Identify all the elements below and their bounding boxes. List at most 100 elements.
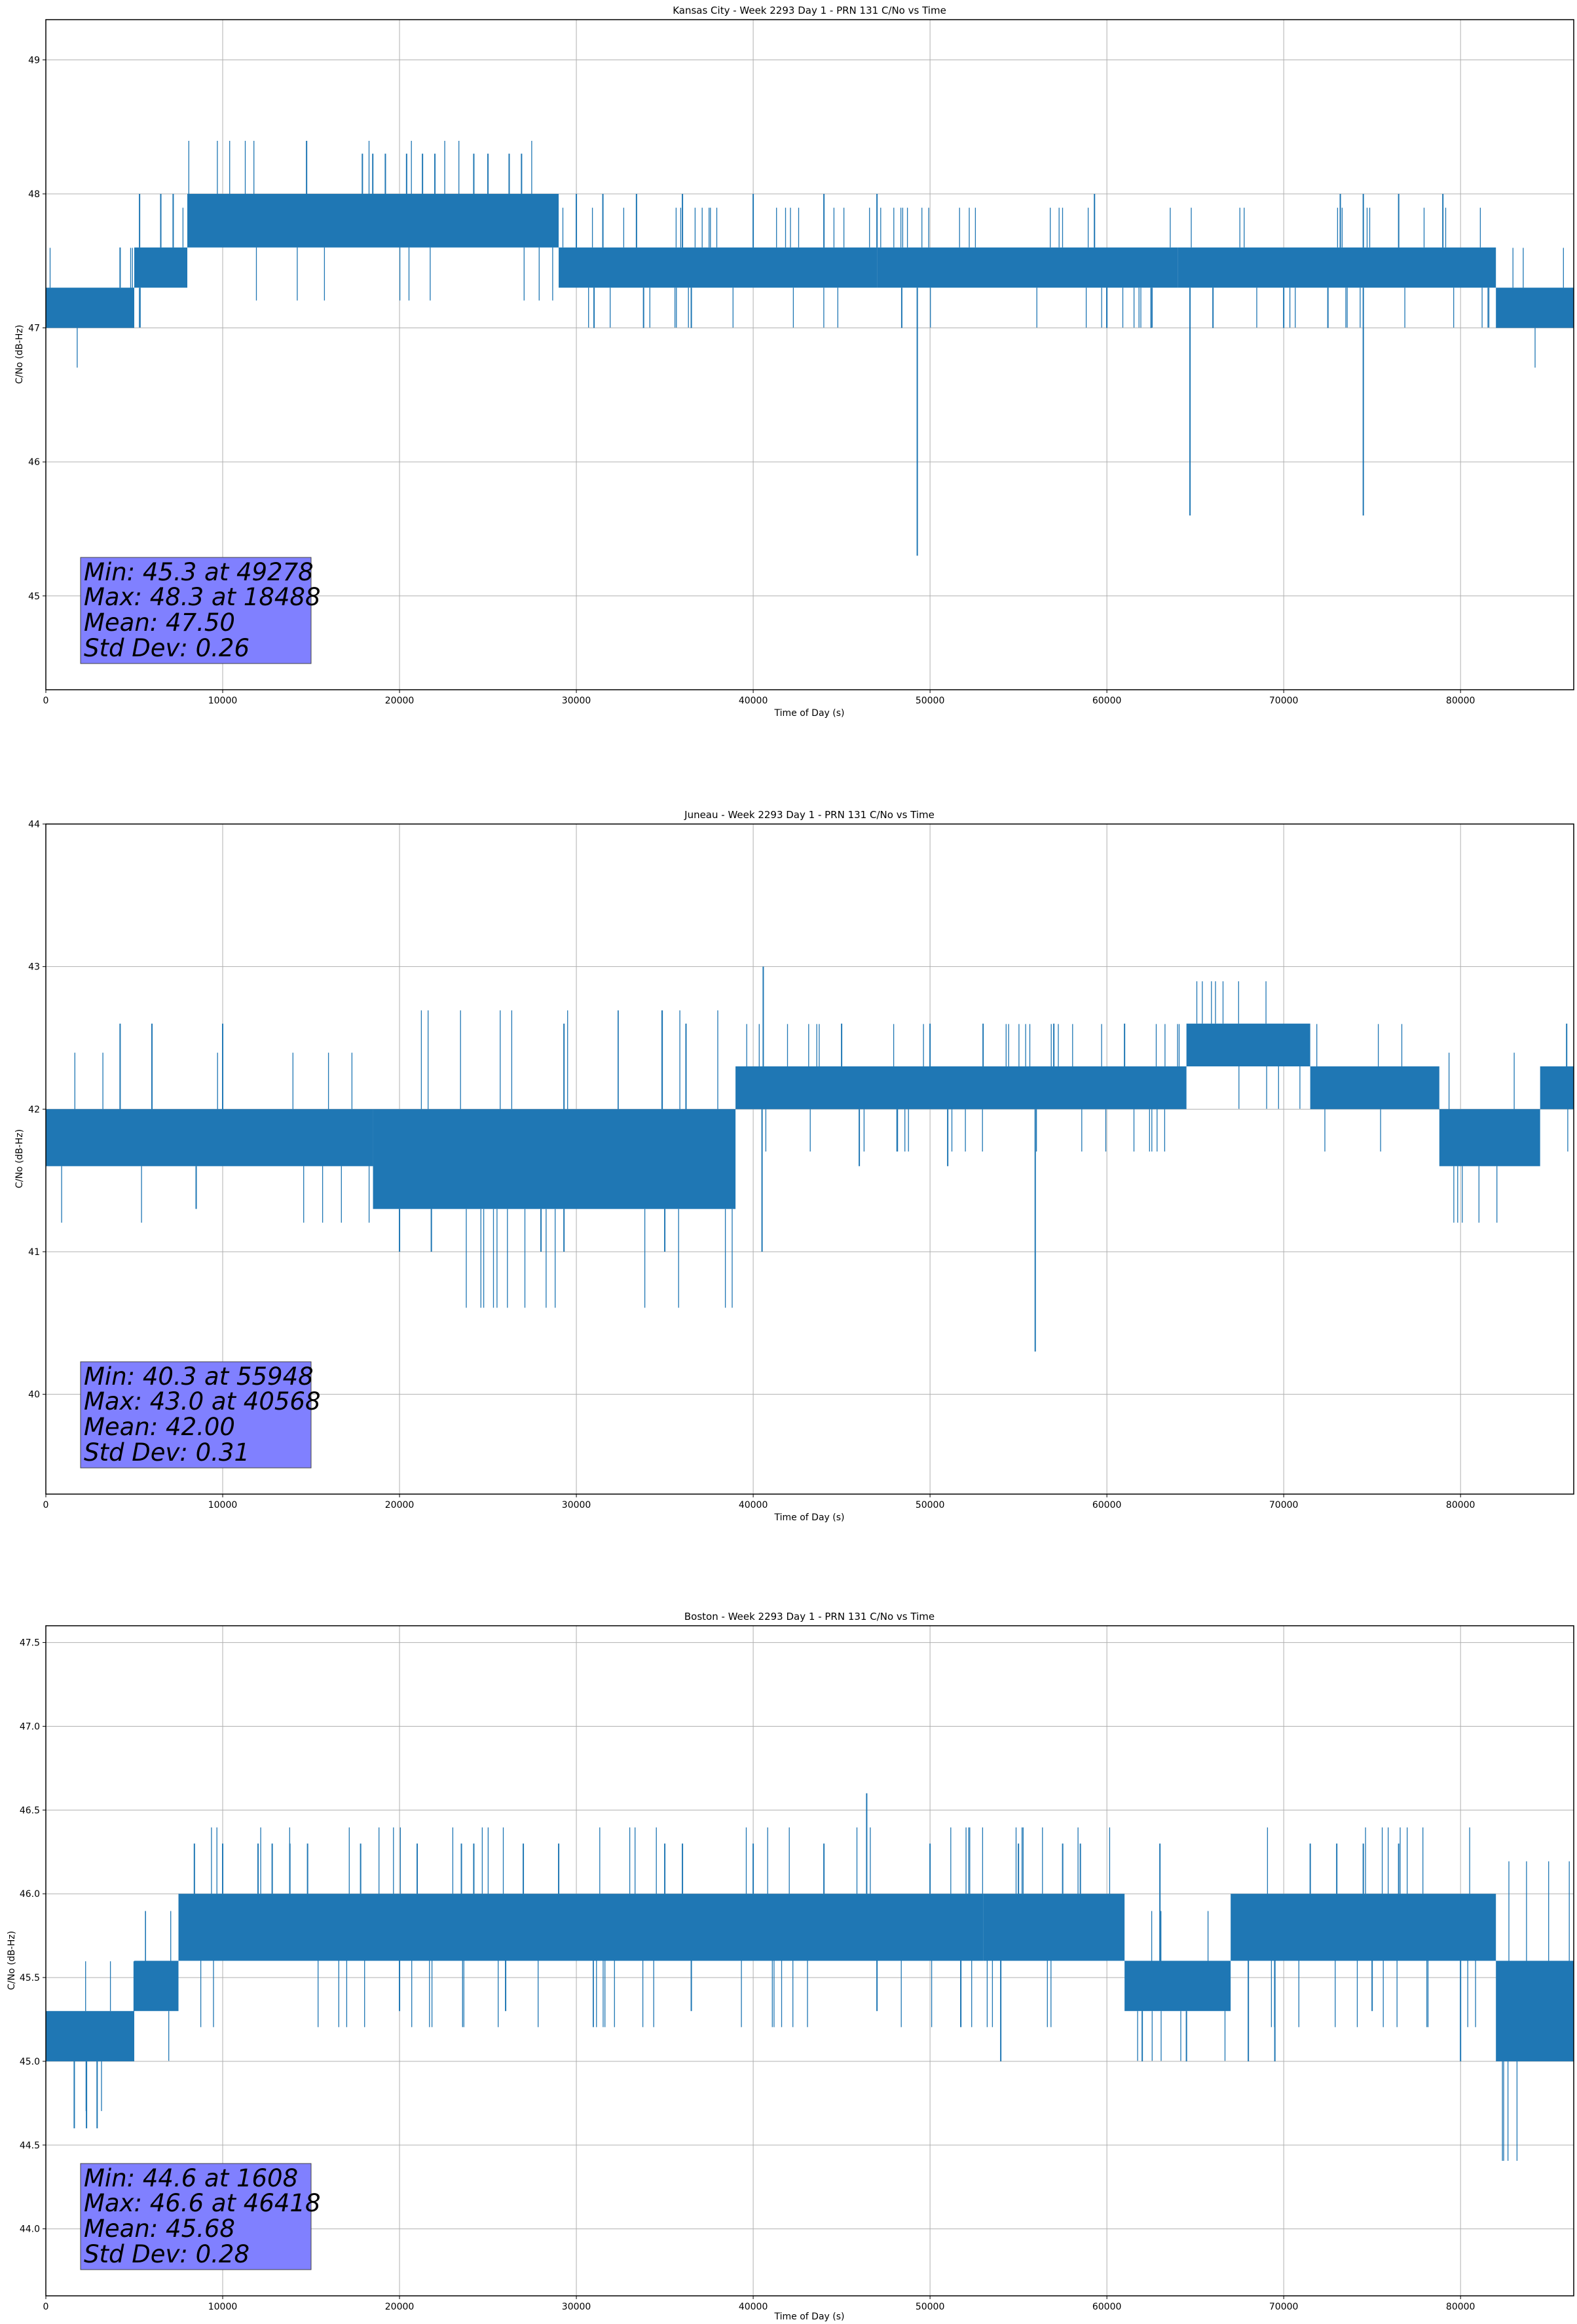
chart-title: Juneau - Week 2293 Day 1 - PRN 131 C/No … (684, 809, 935, 821)
x-tick-label: 70000 (1269, 696, 1299, 706)
cno-band (983, 1894, 1125, 1961)
cno-band (735, 1066, 1187, 1110)
y-tick-label: 47 (28, 324, 40, 334)
x-tick-label: 30000 (562, 2302, 591, 2312)
y-tick-label: 43 (28, 962, 40, 973)
stats-box: Min: 44.6 at 1608 Max: 46.6 at 46418 Mea… (80, 2163, 321, 2270)
cno-excursions (420, 1010, 733, 1308)
stats-box: Min: 45.3 at 49278 Max: 48.3 at 18488 Me… (80, 557, 321, 664)
x-tick-label: 20000 (385, 1500, 415, 1510)
y-tick-label: 41 (28, 1247, 40, 1258)
cno-excursions (61, 1053, 370, 1223)
y-tick-label: 42 (28, 1104, 40, 1115)
cno-band (134, 1960, 179, 2012)
cno-band (373, 1109, 736, 1209)
x-tick-label: 10000 (208, 1500, 238, 1510)
y-tick-label: 44.0 (20, 2224, 40, 2235)
y-tick-label: 44.5 (20, 2141, 40, 2151)
y-tick-label: 47.0 (20, 1721, 40, 1732)
x-tick-label: 0 (43, 1500, 49, 1510)
y-tick-label: 44 (28, 819, 40, 830)
cno-excursions (746, 1024, 1180, 1152)
cno-band (187, 193, 559, 248)
y-axis-label: C/No (dB-Hz) (14, 325, 25, 384)
stats-mean: Mean: 45.68 (84, 2215, 235, 2243)
stats-max: Max: 48.3 at 18488 (84, 583, 321, 611)
cno-band (1124, 1960, 1231, 2012)
cno-excursions (139, 208, 184, 328)
cno-band (1178, 247, 1496, 288)
plot-frame (45, 1625, 1574, 2296)
stats-box-background (80, 2163, 312, 2270)
x-tick-label: 60000 (1092, 1500, 1122, 1510)
x-tick-label: 80000 (1446, 696, 1475, 706)
y-tick-label: 48 (28, 189, 40, 200)
chart-panel-kansas-city: 0 10000 20000 30000 40000 50000 60000 70000 8000… (14, 5, 1574, 719)
chart-panel-juneau: 0 10000 20000 30000 40000 50000 60000 70000 8000… (14, 809, 1574, 1523)
x-tick-label: 70000 (1269, 2302, 1299, 2312)
cno-band (178, 1894, 984, 1961)
cno-excursions (1512, 248, 1564, 368)
stats-mean: Mean: 42.00 (84, 1413, 235, 1441)
x-tick-label: 60000 (1092, 696, 1122, 706)
x-tick-label: 10000 (208, 696, 238, 706)
cno-excursions (986, 1827, 1111, 2027)
cno-band (877, 247, 1178, 288)
cno-excursions (562, 208, 870, 328)
x-tick-label: 40000 (739, 1500, 768, 1510)
x-tick-label: 40000 (739, 696, 768, 706)
x-tick-label: 10000 (208, 2302, 238, 2312)
x-tick-label: 80000 (1446, 2302, 1475, 2312)
stats-box-background (80, 557, 312, 664)
stats-std-dev: Std Dev: 0.28 (84, 2240, 250, 2268)
x-tick-label: 60000 (1092, 2302, 1122, 2312)
y-tick-label: 47.5 (20, 1638, 40, 1649)
cno-excursions (200, 1827, 984, 2027)
chart-title: Kansas City - Week 2293 Day 1 - PRN 131 … (673, 5, 946, 16)
cno-excursions (49, 248, 133, 368)
y-tick-label: 45 (28, 591, 40, 602)
stats-mean: Mean: 47.50 (84, 609, 235, 637)
x-tick-label: 70000 (1269, 1500, 1299, 1510)
x-axis-label: Time of Day (s) (774, 1512, 845, 1523)
y-tick-label: 46.5 (20, 1805, 40, 1816)
y-tick-label: 46 (28, 457, 40, 468)
stats-box-background (80, 1361, 312, 1469)
x-tick-label: 80000 (1446, 1500, 1475, 1510)
plot-frame (45, 823, 1574, 1495)
cno-band (46, 1109, 373, 1167)
cno-band (1231, 1894, 1496, 1961)
cno-excursions (1448, 1053, 1515, 1223)
stats-min: Min: 44.6 at 1608 (84, 2164, 298, 2192)
x-tick-label: 30000 (562, 696, 591, 706)
plot-frame (45, 19, 1574, 690)
x-tick-label: 50000 (916, 2302, 945, 2312)
x-tick-label: 20000 (385, 2302, 415, 2312)
stats-min: Min: 40.3 at 55948 (84, 1362, 314, 1391)
cno-band (46, 288, 135, 328)
cno-band (1540, 1066, 1574, 1110)
cno-band (1310, 1066, 1439, 1110)
stats-std-dev: Std Dev: 0.26 (84, 634, 250, 662)
x-tick-label: 40000 (739, 2302, 768, 2312)
x-axis-label: Time of Day (s) (774, 2312, 845, 2322)
cno-excursions (145, 1911, 172, 2061)
cno-band (1439, 1109, 1540, 1167)
cno-excursions (188, 141, 553, 301)
x-tick-label: 30000 (562, 1500, 591, 1510)
cno-band (559, 247, 878, 288)
x-tick-label: 20000 (385, 696, 415, 706)
cno-excursions (1196, 981, 1301, 1109)
x-tick-label: 0 (43, 696, 49, 706)
stats-max: Max: 43.0 at 40568 (84, 1387, 321, 1415)
cno-band (134, 247, 188, 288)
stats-std-dev: Std Dev: 0.31 (84, 1438, 250, 1467)
cno-band (46, 2011, 135, 2061)
stats-max: Max: 46.6 at 46418 (84, 2189, 321, 2217)
y-axis-label: C/No (dB-Hz) (14, 1129, 25, 1188)
cno-excursions (1191, 208, 1490, 328)
cno-band (1186, 1023, 1310, 1067)
y-tick-label: 49 (28, 55, 40, 66)
y-axis-label: C/No (dB-Hz) (7, 1931, 17, 1990)
